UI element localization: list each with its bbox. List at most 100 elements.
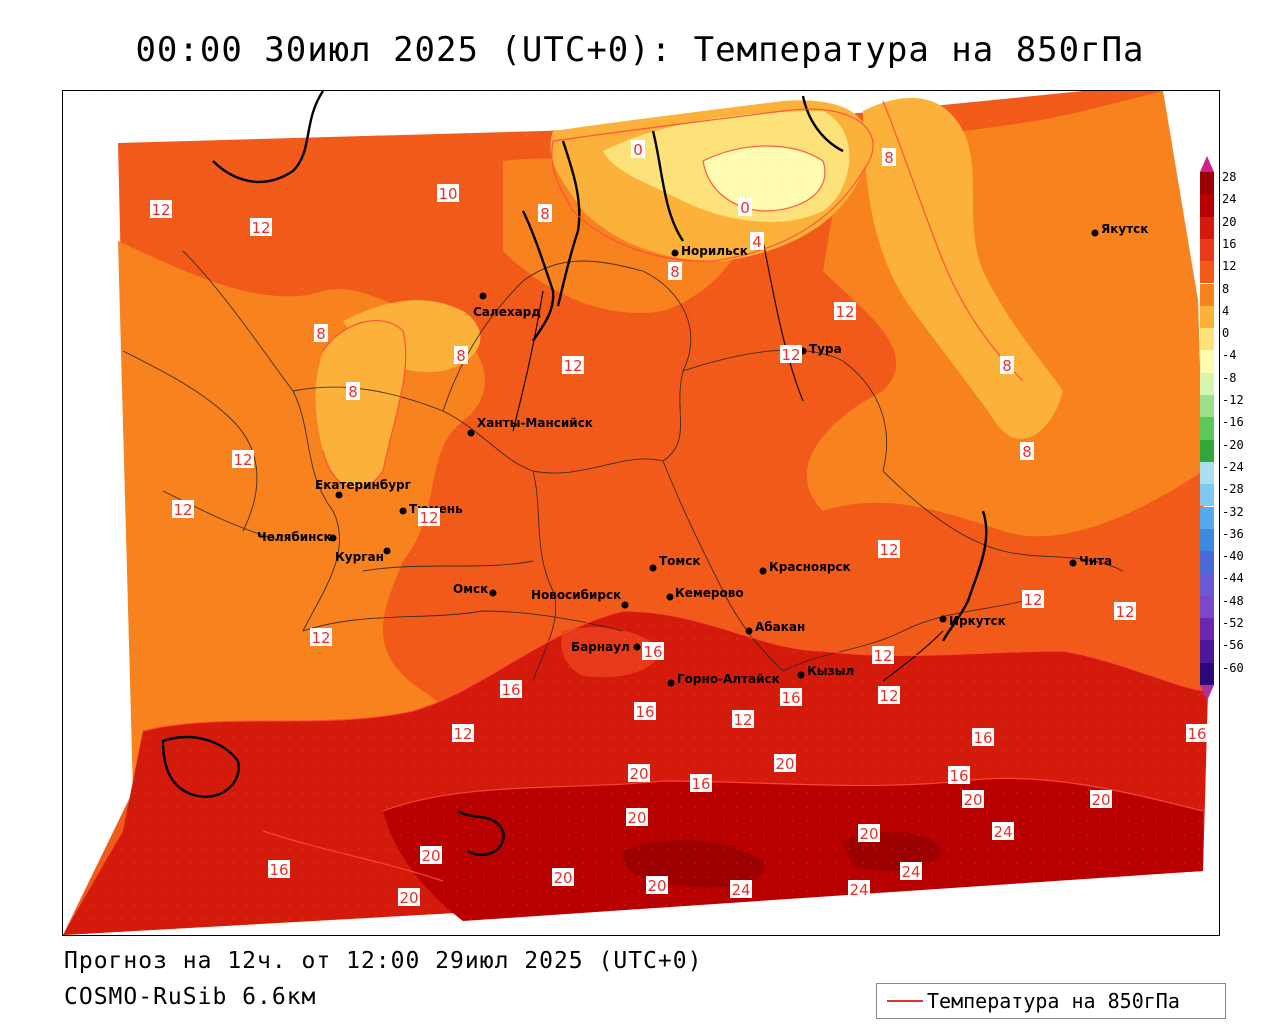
contour-label-box: [1186, 724, 1208, 742]
contour-label-box: [900, 862, 922, 880]
colorbar-tick-label: 8: [1222, 281, 1230, 296]
colorbar-segment: [1200, 395, 1214, 418]
contour-label: 12: [173, 501, 192, 519]
city-kyzyl: Кызыл: [797, 664, 854, 679]
contour-label: 8: [1002, 357, 1012, 375]
svg-text:Омск: Омск: [453, 582, 488, 596]
svg-text:Кемерово: Кемерово: [675, 586, 744, 600]
contour-label: 10: [438, 185, 457, 203]
svg-text:Якутск: Якутск: [1101, 222, 1148, 236]
contour-label: 12: [151, 201, 170, 219]
colorbar-tick-label: -4: [1222, 348, 1237, 363]
contour-label: 24: [993, 823, 1012, 841]
svg-text:Курган: Курган: [335, 550, 384, 564]
contour-label: 12: [835, 303, 854, 321]
contour-label-box: [780, 688, 802, 706]
contour-label: 12: [453, 725, 472, 743]
contour-label-box: [232, 450, 254, 468]
contour-label-box: [452, 724, 474, 742]
city-chita: Чита: [1069, 554, 1112, 568]
colorbar-tick-label: -8: [1222, 370, 1237, 385]
contour-label: 8: [884, 149, 894, 167]
contour-label: 20: [627, 809, 646, 827]
colorbar-tick-label: -44: [1222, 571, 1244, 586]
contour-label-box: [1114, 602, 1136, 620]
contour-label: 16: [1187, 725, 1206, 743]
colorbar-tick-label: -52: [1222, 616, 1244, 630]
colorbar-tick-label: -24: [1222, 459, 1244, 474]
colorbar-segment: [1200, 305, 1214, 329]
colorbar-tick-label: -40: [1222, 549, 1244, 564]
contour-label-box: [972, 728, 994, 746]
contour-label-box: [750, 232, 764, 250]
contour-label-box: [872, 646, 894, 664]
contour-label: 20: [1091, 791, 1110, 809]
colorbar-segment: [1200, 595, 1214, 618]
city-abakan: Абакан: [745, 620, 805, 635]
contour-label: 20: [775, 755, 794, 773]
city-yekaterinburg: Екатеринбург: [315, 478, 411, 499]
colorbar-tick-label: 12: [1222, 259, 1237, 274]
contour-label: 0: [740, 199, 750, 217]
colorbar-segment: [1200, 328, 1214, 351]
contour-label: 20: [963, 791, 982, 809]
contour-label-box: [1022, 590, 1044, 608]
colorbar-segment: [1200, 417, 1214, 440]
contour-label: 8: [348, 383, 358, 401]
contour-label: 12: [733, 711, 752, 729]
contour-label-box: [437, 184, 459, 202]
contour-label-box: [878, 686, 900, 704]
city-gorno-altaysk: Горно-Алтайск: [667, 672, 780, 687]
contour-label: 12: [311, 629, 330, 647]
contour-label: 16: [781, 689, 800, 707]
colorbar-tick-label: -32: [1222, 504, 1244, 519]
contour-label: 12: [879, 687, 898, 705]
map-canvas: Норильск Якутск Салехард Тура Ханты-Манс…: [63, 91, 1219, 935]
contour-label-box: [1020, 442, 1034, 460]
contour-label: 16: [269, 861, 288, 879]
svg-text:Норильск: Норильск: [681, 244, 748, 258]
city-chelyabinsk: Челябинск: [257, 530, 337, 544]
contour-label-box: [268, 860, 290, 878]
contour-label: 4: [752, 233, 762, 251]
contour-label-box: [628, 764, 650, 782]
city-novosibirsk: Новосибирск: [531, 588, 629, 609]
colorbar-segment: [1200, 216, 1214, 239]
contour-label-box: [948, 766, 970, 784]
contour-label: 8: [1022, 443, 1032, 461]
contour-label: 8: [456, 347, 466, 365]
contour-label-box: [626, 808, 648, 826]
colorbar-tick-label: 0: [1222, 326, 1230, 341]
colorbar-tick-label: 4: [1222, 303, 1230, 318]
city-yakutsk: Якутск: [1091, 222, 1148, 237]
rivers: [512, 240, 944, 682]
contour-label-box: [538, 204, 552, 222]
contour-label-box: [250, 218, 272, 236]
svg-text:Ханты-Мансийск: Ханты-Мансийск: [477, 416, 593, 430]
contour-label: 24: [901, 863, 920, 881]
colorbar-top-arrow: [1200, 156, 1214, 172]
svg-text:Челябинск: Челябинск: [257, 530, 332, 544]
contour-label: 8: [540, 205, 550, 223]
svg-text:Горно-Алтайск: Горно-Алтайск: [677, 672, 780, 686]
colorbar-segment: [1200, 640, 1214, 663]
colorbar-segment: [1200, 618, 1214, 641]
colorbar-segment: [1200, 172, 1214, 195]
colorbar-segment: [1200, 461, 1214, 485]
svg-text:Кызыл: Кызыл: [807, 664, 854, 678]
colorbar-tick-label: 20: [1222, 214, 1237, 229]
contour-label: 12: [563, 357, 582, 375]
colorbar-tick-label: 28: [1222, 170, 1237, 184]
contour-label-box: [878, 540, 900, 558]
contour-label-box: [346, 382, 360, 400]
contour-label-box: [631, 140, 645, 158]
colorbar-segment: [1200, 528, 1214, 552]
svg-text:Салехард: Салехард: [473, 305, 541, 319]
city-omsk: Омск: [453, 582, 497, 597]
svg-text:Красноярск: Красноярск: [769, 560, 851, 574]
city-barnaul: Барнаул: [571, 640, 641, 654]
contour-label-box: [780, 345, 802, 363]
colorbar-segment: [1200, 372, 1214, 395]
contour-label: 12: [873, 647, 892, 665]
